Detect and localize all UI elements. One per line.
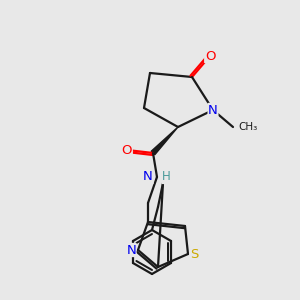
Text: N: N xyxy=(208,103,218,116)
Text: N: N xyxy=(126,244,136,256)
Text: O: O xyxy=(205,50,215,62)
Text: N: N xyxy=(143,170,153,184)
Polygon shape xyxy=(151,127,178,155)
Text: CH₃: CH₃ xyxy=(238,122,257,132)
Text: H: H xyxy=(162,170,171,184)
Text: O: O xyxy=(122,143,132,157)
Text: S: S xyxy=(190,248,198,260)
